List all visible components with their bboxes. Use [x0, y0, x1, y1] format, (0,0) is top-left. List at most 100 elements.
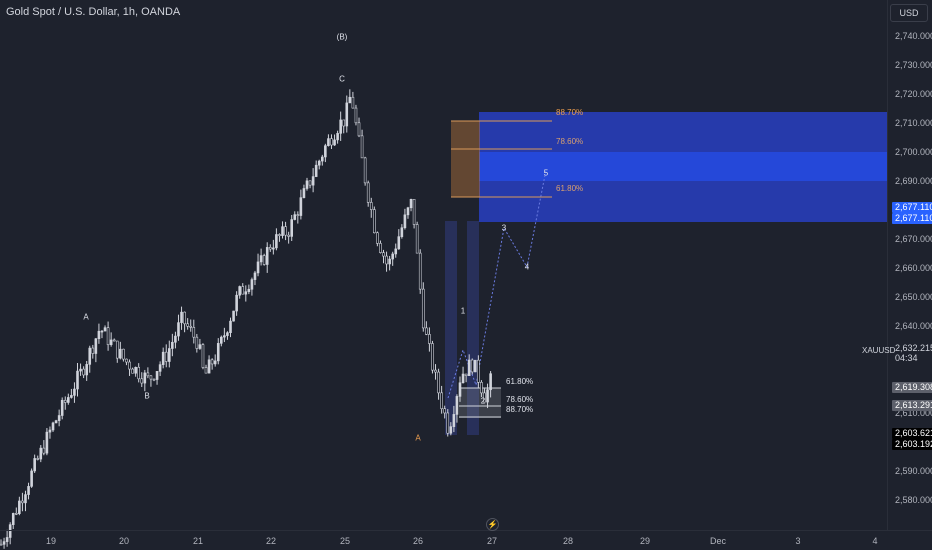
candle	[461, 373, 465, 384]
candle	[253, 272, 257, 280]
candle	[39, 447, 43, 460]
candle	[311, 176, 315, 186]
candle	[88, 347, 92, 365]
candle	[376, 232, 379, 244]
y-tick: 2,700.000	[895, 147, 932, 157]
candle	[339, 119, 342, 134]
candle	[5, 537, 9, 542]
x-tick: Dec	[709, 536, 727, 546]
candle	[229, 320, 232, 333]
candle	[201, 344, 205, 368]
price-label-fib-618: 2,619.308	[892, 382, 932, 393]
candle	[73, 388, 76, 396]
candle	[168, 348, 171, 362]
candle	[256, 261, 260, 274]
y-tick: 2,720.000	[895, 89, 932, 99]
candle	[103, 327, 107, 332]
fib-lower-label: 88.70%	[506, 405, 534, 414]
y-tick: 2,740.000	[895, 31, 932, 41]
candle	[287, 234, 290, 237]
candle	[250, 279, 254, 290]
candle	[290, 219, 294, 237]
candle	[366, 182, 370, 203]
x-tick: 3	[795, 536, 801, 546]
candle	[119, 348, 122, 359]
candle	[421, 288, 425, 329]
candle	[223, 335, 226, 338]
x-tick: 22	[265, 536, 277, 546]
candle	[76, 370, 79, 390]
candle	[216, 343, 220, 362]
wave-label: A	[83, 312, 89, 322]
candle	[67, 397, 70, 403]
candle	[470, 359, 474, 373]
candle	[152, 378, 156, 381]
candle	[85, 364, 88, 376]
wave-label: B	[144, 391, 150, 401]
y-tick: 2,690.000	[895, 176, 932, 186]
candle	[54, 420, 58, 424]
candle	[314, 164, 318, 177]
x-tick: 20	[118, 536, 130, 546]
price-label-zone-top: 2,677.110	[892, 202, 932, 213]
candle	[109, 339, 113, 345]
y-tick: 2,640.000	[895, 321, 932, 331]
candle	[235, 294, 238, 312]
candle	[446, 412, 450, 434]
candle	[180, 311, 183, 323]
candle	[489, 373, 492, 391]
candle	[149, 375, 153, 380]
current-price-label: 2,632.215 04:34	[892, 343, 932, 363]
candle	[21, 500, 24, 504]
wave-label: C	[339, 74, 345, 84]
candle	[308, 180, 312, 186]
candle	[275, 234, 278, 249]
candle	[0, 543, 3, 546]
candle	[382, 252, 385, 257]
candle	[146, 372, 150, 377]
candle	[82, 368, 85, 376]
candle	[299, 197, 303, 216]
candle	[431, 343, 434, 371]
candle	[45, 431, 49, 454]
candle	[320, 156, 324, 162]
currency-button[interactable]: USD	[890, 4, 928, 22]
wave-2-box	[467, 221, 479, 435]
candle	[373, 209, 376, 234]
x-tick: 25	[339, 536, 351, 546]
candle	[57, 415, 61, 421]
candle	[385, 255, 388, 265]
candle	[268, 247, 272, 250]
candle	[213, 360, 217, 365]
candle	[483, 392, 486, 403]
candle	[418, 252, 422, 290]
candle	[452, 414, 456, 427]
candle	[204, 367, 208, 374]
candle	[94, 338, 98, 354]
candle	[324, 145, 327, 158]
y-tick: 2,670.000	[895, 234, 932, 244]
candle	[342, 119, 346, 127]
candle	[354, 107, 358, 124]
price-label-low-1: 2,603.621	[892, 428, 932, 439]
candle	[317, 160, 321, 166]
candle	[369, 202, 373, 210]
candle	[391, 253, 394, 260]
candle	[278, 234, 281, 236]
candle	[63, 399, 67, 403]
y-tick: 2,610.000	[895, 408, 932, 418]
time-axis-divider	[0, 530, 932, 531]
lightning-icon[interactable]: ⚡	[486, 518, 499, 531]
fib-lower-label: 78.60%	[506, 395, 534, 404]
candle	[48, 429, 52, 433]
y-tick: 2,710.000	[895, 118, 932, 128]
candle	[348, 96, 352, 104]
candle	[400, 227, 404, 237]
candle	[106, 327, 110, 345]
wave-label: 2	[480, 396, 486, 406]
wave-projection	[447, 169, 547, 399]
candle	[363, 157, 367, 184]
candle	[155, 371, 159, 380]
candle	[161, 351, 165, 365]
